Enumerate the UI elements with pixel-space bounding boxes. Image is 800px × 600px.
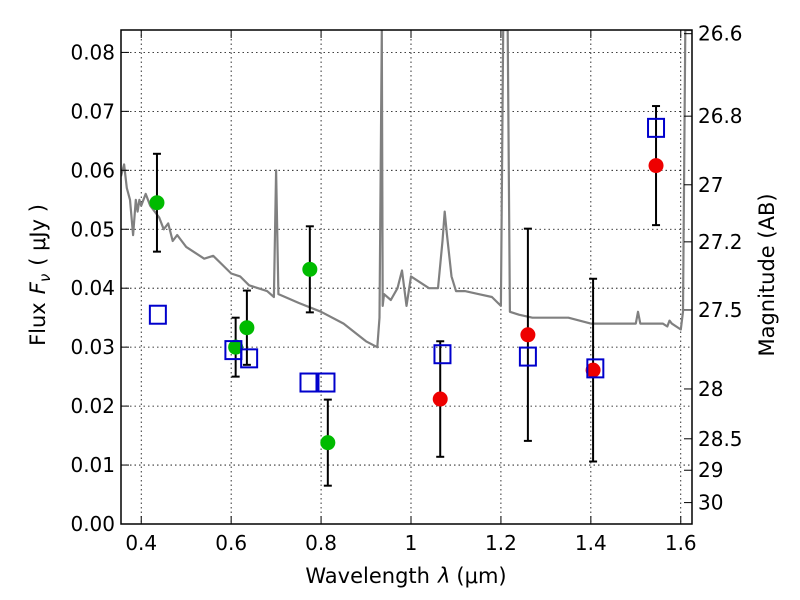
magnitude-tick-label: 27.2: [698, 230, 743, 254]
y-tick-label: 0.01: [70, 453, 115, 477]
detection-point: [228, 339, 244, 355]
y-axis-title: Flux Fν ( μJy ): [26, 204, 54, 346]
grid: [121, 30, 692, 525]
y-tick-label: 0.05: [70, 217, 115, 241]
y-tick-label: 0.06: [70, 158, 115, 182]
x-tick-label: 1.6: [665, 531, 697, 555]
y-tick-label: 0.04: [70, 276, 115, 300]
y-tick-label: 0.08: [70, 40, 115, 64]
magnitude-axis: 26.6 26.8 27 27.2 27.5 28 28.5 29 30: [684, 22, 743, 515]
magnitude-tick-label: 29: [698, 458, 723, 482]
x-tick-label: 0.6: [215, 531, 247, 555]
model-photometry-square: [148, 304, 167, 325]
magnitude-tick-label: 28.5: [698, 427, 743, 451]
magnitude-tick-label: 27: [698, 173, 723, 197]
magnitude-tick-label: 30: [698, 491, 723, 515]
x-axis-symbol: λ: [437, 564, 450, 588]
detection-point: [320, 435, 336, 451]
y-axis-symbol: F: [26, 281, 50, 294]
detection-point: [149, 195, 165, 211]
detection-point: [239, 320, 255, 336]
x-axis: 0.4 0.6 0.8 1 1.2 1.4 1.6: [125, 30, 697, 555]
y-tick-label: 0.00: [70, 512, 115, 536]
x-axis-units: (μm): [456, 564, 506, 588]
model-photometry-square: [647, 117, 666, 138]
upper-limit-point: [648, 158, 664, 174]
x-tick-label: 0.4: [125, 531, 157, 555]
upper-limit-point: [520, 327, 536, 343]
detection-point: [302, 261, 318, 277]
y-axis-units: ( μJy ): [26, 204, 50, 266]
upper-limit-point: [585, 362, 601, 378]
x-tick-label: 1: [405, 531, 418, 555]
x-axis-label: Wavelength: [305, 564, 430, 588]
y-axis-label: Flux: [26, 302, 50, 346]
template-spectrum-line: [121, 30, 692, 349]
model-photometry-square: [433, 344, 452, 365]
model-photometry-square: [586, 358, 605, 379]
x-tick-label: 1.2: [485, 531, 517, 555]
plot-frame: [120, 29, 693, 525]
y-axis-subscript: ν: [36, 274, 54, 282]
magnitude-axis-title: Magnitude (AB): [755, 193, 779, 356]
y-tick-label: 0.07: [70, 99, 115, 123]
model-photometry-square: [317, 372, 336, 393]
plot-area: [121, 30, 692, 487]
y-axis: 0.00 0.01 0.02 0.03 0.04 0.05 0.06 0.07 0.08: [70, 40, 129, 536]
y-tick-label: 0.03: [70, 335, 115, 359]
model-photometry-square: [299, 372, 318, 393]
magnitude-tick-label: 26.8: [698, 104, 743, 128]
magnitude-tick-label: 26.6: [698, 22, 743, 46]
upper-limit-point: [432, 391, 448, 407]
x-tick-label: 0.8: [305, 531, 337, 555]
model-photometry-square: [518, 346, 537, 367]
y-tick-label: 0.02: [70, 394, 115, 418]
magnitude-tick-label: 27.5: [698, 298, 743, 322]
model-photometry-square: [240, 348, 259, 369]
x-tick-label: 1.4: [575, 531, 607, 555]
magnitude-tick-label: 28: [698, 377, 723, 401]
x-axis-title: Wavelength λ (μm): [305, 564, 506, 588]
